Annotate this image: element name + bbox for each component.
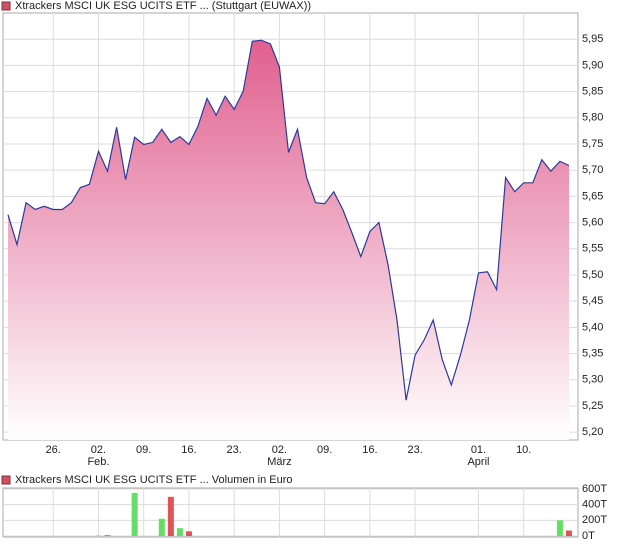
x-tick-label: 16.	[362, 444, 377, 456]
y-tick-label: 5,70	[582, 164, 603, 176]
volume-bar	[131, 492, 138, 536]
volume-bar	[565, 530, 572, 536]
x-tick-label: 26.	[46, 444, 61, 456]
y-tick-label: 200T	[582, 514, 607, 526]
y-tick-label: 600T	[582, 483, 607, 495]
y-tick-label: 5,25	[582, 400, 603, 412]
volume-bar	[158, 518, 165, 536]
chart-title: Xtrackers MSCI UK ESG UCITS ETF ... Volu…	[15, 474, 293, 486]
y-tick-label: 5,20	[582, 426, 603, 438]
x-tick-label: 02.	[272, 444, 287, 456]
month-label: Feb.	[87, 456, 109, 468]
area-fill	[8, 40, 569, 440]
x-tick-label: 02.	[91, 444, 106, 456]
x-tick-label: 09.	[317, 444, 332, 456]
y-tick-label: 5,45	[582, 295, 603, 307]
y-tick-label: 5,90	[582, 59, 603, 71]
x-tick-label: 16.	[181, 444, 196, 456]
y-tick-label: 0T	[582, 530, 595, 542]
y-tick-label: 5,30	[582, 374, 603, 386]
x-tick-label: 09.	[136, 444, 151, 456]
y-tick-label: 5,40	[582, 321, 603, 333]
volume-bar	[104, 535, 111, 536]
y-tick-label: 5,85	[582, 85, 603, 97]
chart-title: Xtrackers MSCI UK ESG UCITS ETF ... (Stu…	[15, 0, 311, 12]
y-tick-label: 5,60	[582, 216, 603, 228]
price-line	[7, 39, 570, 401]
month-label: März	[267, 456, 291, 468]
month-label: April	[467, 456, 489, 468]
legend-icon	[1, 1, 11, 11]
x-tick-label: 10.	[516, 444, 531, 456]
volume-bar	[185, 531, 192, 536]
volume-bar	[556, 520, 563, 536]
x-tick-label: 23.	[407, 444, 422, 456]
y-tick-label: 5,50	[582, 269, 603, 281]
y-tick-label: 5,35	[582, 347, 603, 359]
y-tick-label: 400T	[582, 499, 607, 511]
volume-frame	[2, 487, 579, 538]
legend-icon	[1, 475, 11, 485]
y-tick-label: 5,65	[582, 190, 603, 202]
x-tick-label: 01.	[471, 444, 486, 456]
y-tick-label: 5,80	[582, 112, 603, 124]
x-tick-label: 23.	[227, 444, 242, 456]
y-tick-label: 5,95	[582, 33, 603, 45]
y-tick-label: 5,55	[582, 243, 603, 255]
volume-bar	[176, 528, 183, 536]
volume-bar	[167, 496, 174, 536]
y-tick-label: 5,75	[582, 138, 603, 150]
